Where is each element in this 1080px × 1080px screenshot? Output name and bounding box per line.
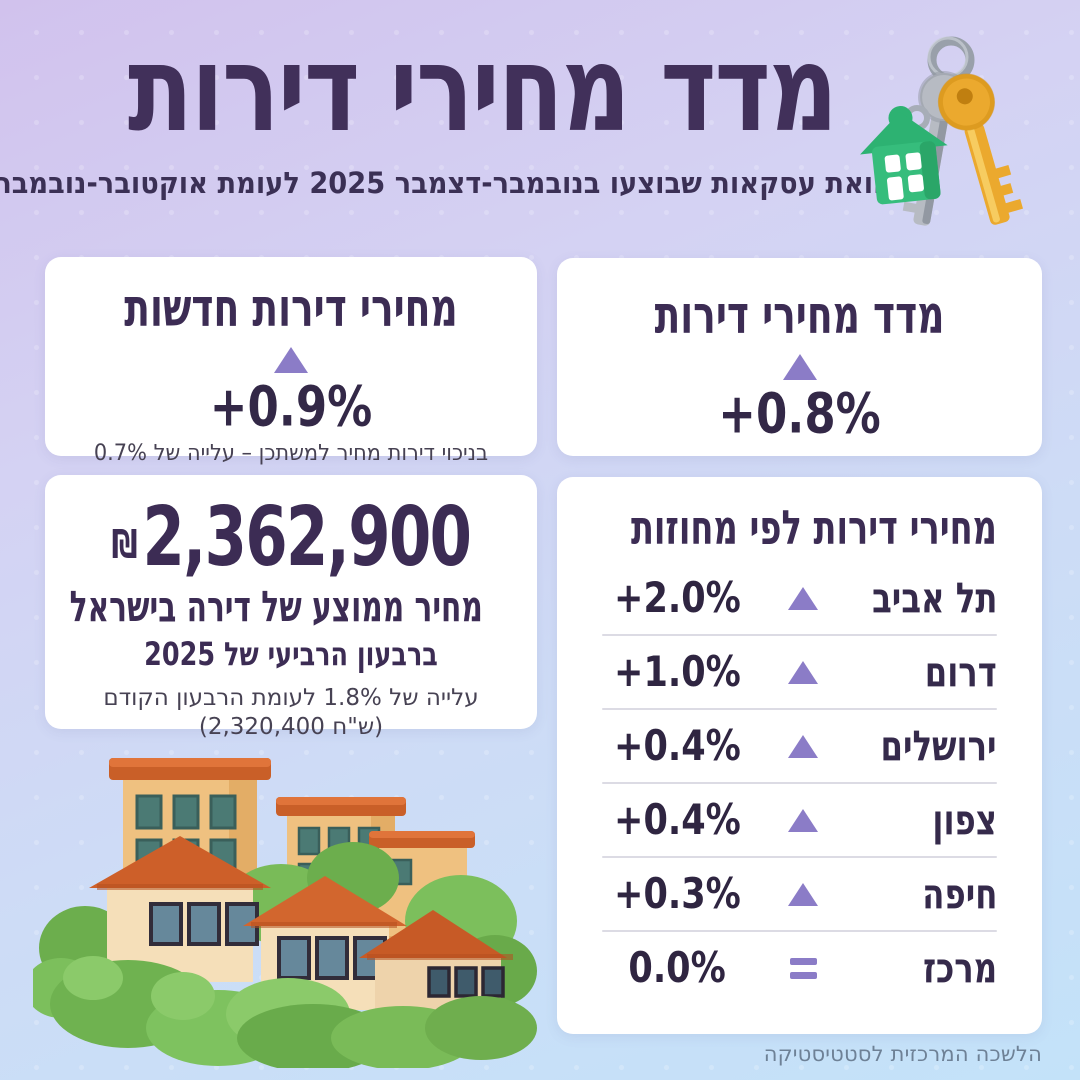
average-price-note: עלייה של 1.8% לעומת הרבעון הקודם (2,320,… [103,685,479,740]
district-name: ירושלים [880,721,997,771]
new-homes-change-value: +0.9% [209,374,373,439]
card-prices-by-district: מחירי דירות לפי מחוזות תל אביב +2.0% דרו… [557,477,1042,1034]
district-row-tel-aviv: תל אביב +2.0% [602,562,997,634]
district-name: צפון [932,795,997,845]
district-row-south: דרום +1.0% [602,636,997,708]
house-icon [89,836,271,982]
average-price-value: 2,362,900 [142,488,472,585]
up-triangle-icon [274,346,308,373]
index-change-value: +0.8% [718,381,881,446]
equals-icon [789,957,817,979]
new-homes-title: מחירי דירות חדשות [124,277,458,340]
district-change-value: +0.4% [613,721,741,771]
bushes [50,956,537,1068]
card-new-homes-prices: מחירי דירות חדשות +0.9% בניכוי דירות מחי… [45,257,537,466]
district-change-value: +2.0% [613,573,741,623]
previous-quarter-price: (2,320,400 ש"ח) [198,713,384,740]
district-change-value: 0.0% [628,943,726,993]
shekel-currency-symbol: ₪ [111,522,138,568]
district-row-jerusalem: ירושלים +0.4% [602,710,997,782]
average-price-caption: מחיר ממוצע של דירה בישראל [69,582,483,632]
up-triangle-icon [788,734,819,758]
up-triangle-icon [788,882,819,906]
district-row-haifa: חיפה +0.3% [602,858,997,930]
up-triangle-icon [788,660,819,684]
district-name: מרכז [922,943,997,993]
row-divider [602,634,997,636]
district-name: חיפה [921,869,997,919]
average-price-period: ברבעון הרביעי של 2025 [144,635,438,674]
page-subtitle: השוואת עסקאות שבוצעו בנובמבר-דצמבר 2025 … [0,165,922,200]
page-title: מדד מחירי דירות [127,21,838,159]
district-change-value: +0.3% [613,869,741,919]
header: מדד מחירי דירות השוואת עסקאות שבוצעו בנו… [0,18,950,200]
row-divider [602,856,997,858]
index-title: מדד מחירי דירות [654,284,945,347]
gold-key-icon [937,73,1024,225]
up-triangle-icon [788,808,819,832]
row-divider [602,708,997,710]
green-house-keychain-icon [860,106,948,205]
houses-illustration [33,758,537,1068]
districts-title: מחירי דירות לפי מחוזות [630,500,997,555]
row-divider [602,782,997,784]
district-change-value: +1.0% [613,647,741,697]
new-homes-note: בניכוי דירות מחיר למשתכן – עלייה של 0.7% [93,441,489,467]
district-row-center: מרכז 0.0% [602,932,997,1004]
district-name: דרום [924,647,997,697]
source-credit: הלשכה המרכזית לסטטיסטיקה [763,1042,1042,1066]
card-housing-price-index: מדד מחירי דירות +0.8% [557,258,1042,456]
row-divider [602,930,997,932]
district-name: תל אביב [871,573,997,623]
average-price-figure: ₪ 2,362,900 [94,488,488,585]
card-average-price: ₪ 2,362,900 מחיר ממוצע של דירה בישראל בר… [45,475,537,740]
house-keys-icon [860,36,1024,226]
up-triangle-icon [782,353,817,380]
district-row-north: צפון +0.4% [602,784,997,856]
district-change-value: +0.4% [613,795,741,845]
up-triangle-icon [788,586,819,610]
